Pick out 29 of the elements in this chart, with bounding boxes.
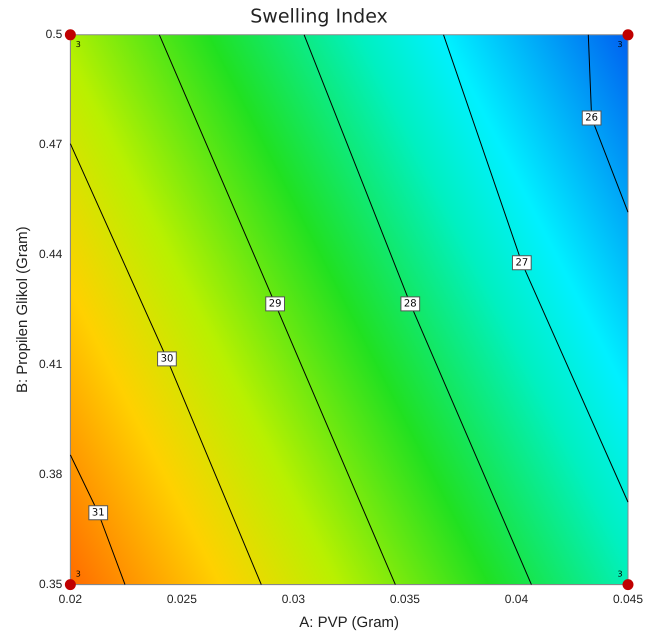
series-label: 26 [585, 112, 598, 124]
x-tick-label: 0.025 [166, 592, 198, 606]
y-axis-title: B: Propilen Glikol (Gram) [14, 226, 32, 394]
series-label: 28 [404, 298, 417, 310]
annotation: 3 [76, 570, 81, 579]
y-tick-label: 0.44 [38, 247, 63, 262]
chart-title: Swelling Index [250, 5, 388, 28]
y-tick-label: 0.35 [38, 576, 63, 591]
x-tick-label: 0.02 [58, 592, 82, 606]
series-label: 31 [92, 507, 105, 518]
point [622, 29, 634, 40]
x-tick-label: 0.03 [282, 592, 306, 606]
point [64, 579, 76, 590]
y-tick-label: 0.5 [46, 27, 63, 42]
x-tick-label: 0.04 [504, 592, 528, 606]
y-tick-label: 0.47 [38, 137, 63, 152]
point [622, 579, 634, 590]
y-tick-label: 0.41 [38, 356, 63, 371]
x-tick-label: 0.045 [612, 592, 644, 606]
point [64, 29, 76, 40]
x-axis-title: A: PVP (Gram) [299, 614, 400, 632]
annotation: 3 [76, 40, 81, 49]
annotation: 3 [617, 570, 623, 579]
series-label: 29 [268, 298, 282, 310]
series-label: 27 [515, 257, 528, 268]
y-tick-label: 0.38 [38, 466, 63, 481]
annotation: 3 [617, 40, 623, 49]
series-label: 30 [160, 353, 174, 364]
x-tick-label: 0.035 [390, 592, 420, 606]
